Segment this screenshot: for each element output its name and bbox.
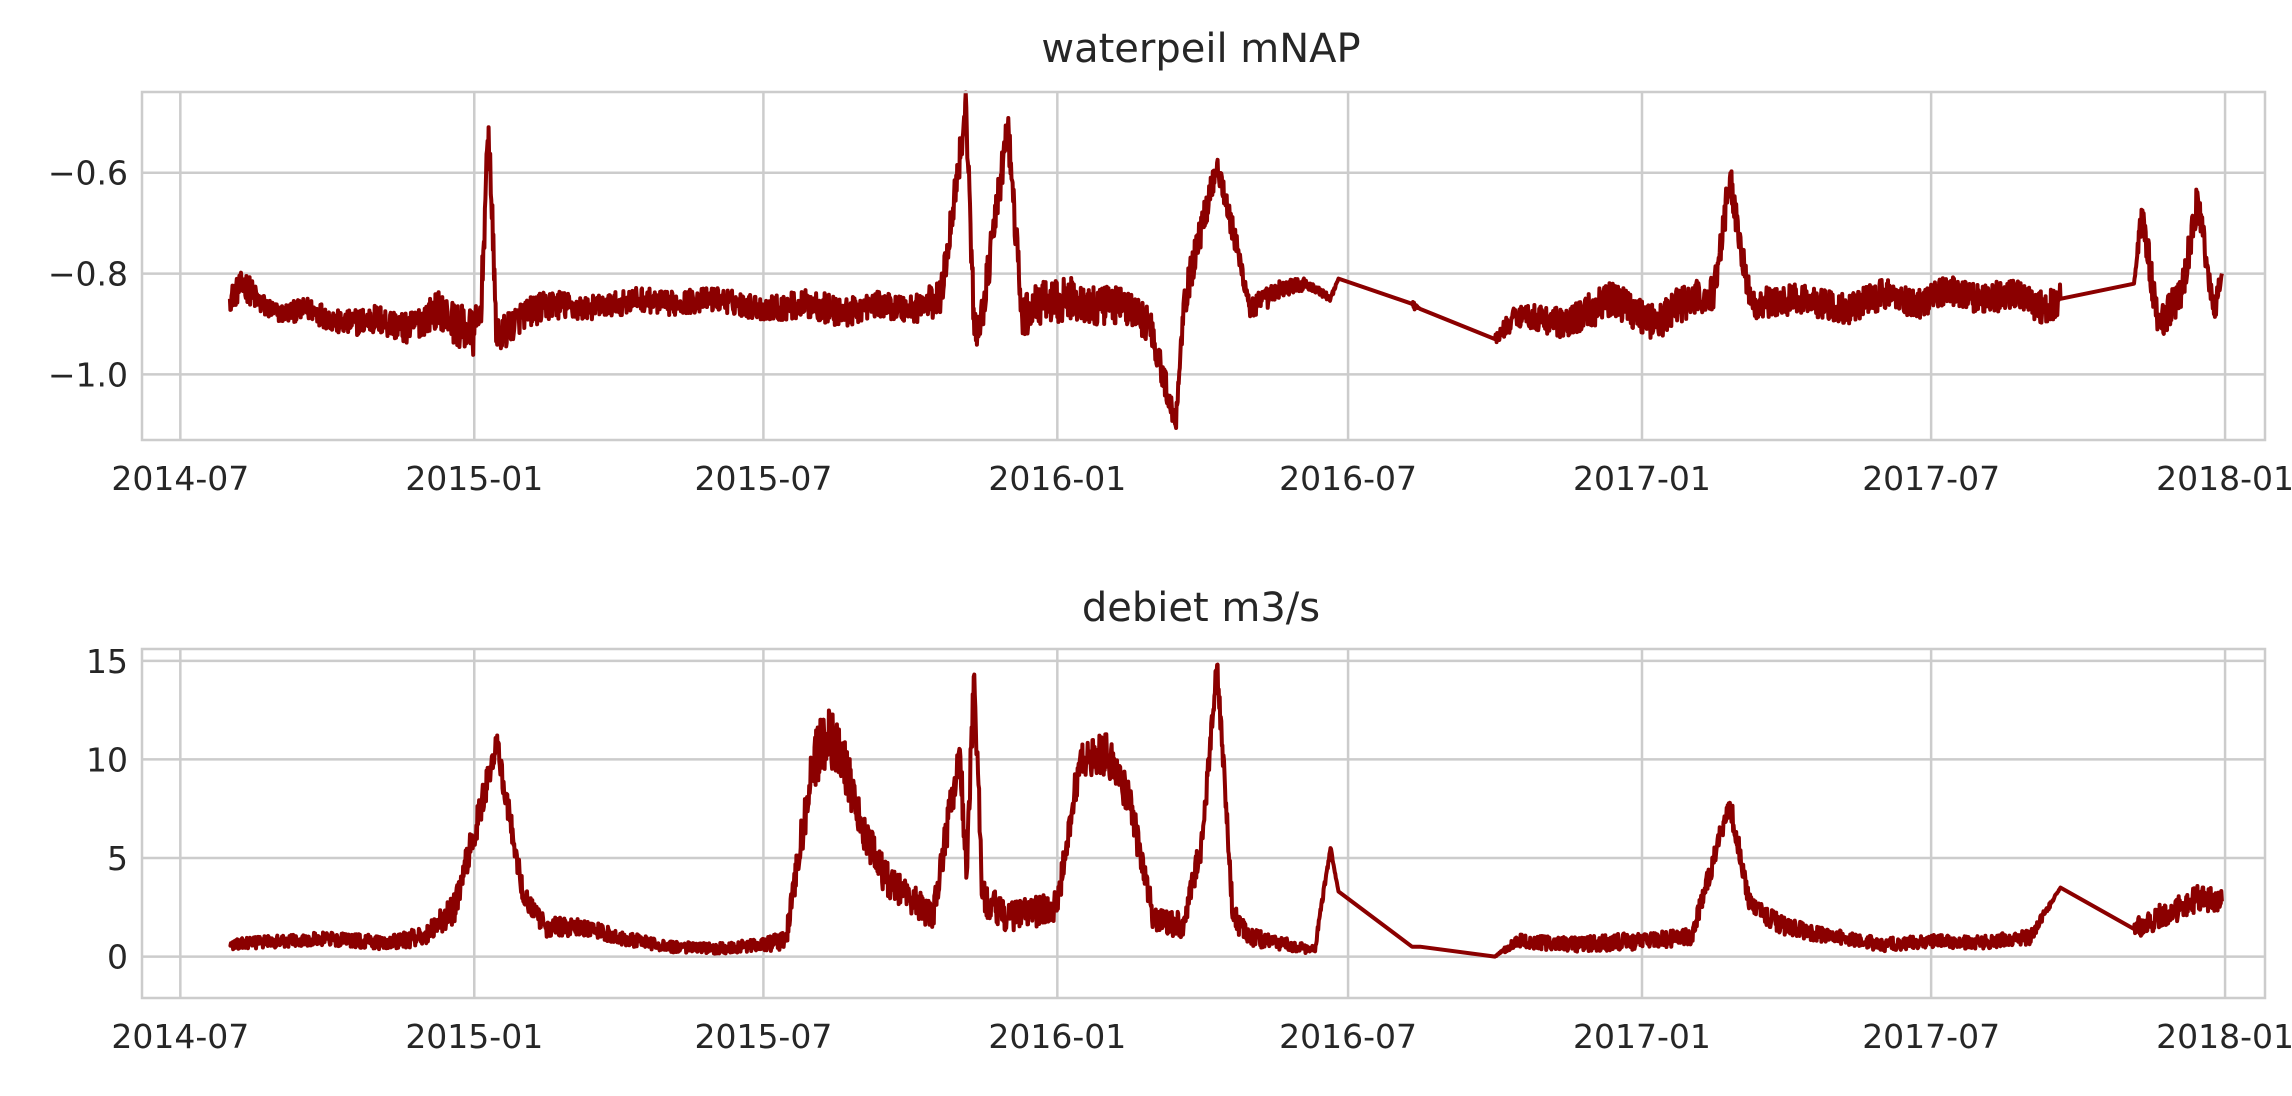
x-tick-label: 2015-01 [405, 1017, 543, 1056]
series-line [227, 90, 2224, 430]
x-tick-label: 2017-01 [1573, 459, 1711, 498]
x-tick-label: 2016-01 [988, 459, 1126, 498]
x-tick-label: 2017-01 [1573, 1017, 1711, 1056]
x-tick-label: 2017-07 [1862, 1017, 2000, 1056]
debiet-chart: debiet m3/s 2014-07 2015-01 2015-07 2016-01… [86, 585, 2292, 1056]
x-axis-ticks: 2014-07 2015-01 2015-07 2016-01 2016-07 2017-… [111, 1017, 2292, 1056]
plot-frame [140, 90, 2267, 442]
x-tick-label: 2016-01 [988, 1017, 1126, 1056]
y-axis-ticks: 0 5 10 15 [86, 642, 128, 977]
series-line [228, 662, 2224, 959]
x-tick-label: 2014-07 [111, 459, 249, 498]
x-tick-label: 2017-07 [1862, 459, 2000, 498]
waterpeil-chart: waterpeil mNAP 2014-07 2015-01 2015-07 2016… [48, 26, 2292, 498]
y-tick-label: −0.8 [48, 255, 128, 294]
x-tick-label: 2016-07 [1279, 459, 1417, 498]
y-tick-label: 10 [86, 740, 128, 779]
x-axis-ticks: 2014-07 2015-01 2015-07 2016-01 2016-07 2017-… [111, 459, 2292, 498]
data-line-layer [228, 662, 2224, 959]
chart-title: debiet m3/s [1082, 585, 1320, 631]
x-tick-label: 2018-01 [2156, 459, 2292, 498]
data-line-layer [227, 90, 2224, 430]
x-tick-label: 2014-07 [111, 1017, 249, 1056]
y-tick-label: 5 [107, 839, 128, 878]
y-tick-label: −1.0 [48, 355, 128, 394]
y-axis-ticks: −1.0 −0.8 −0.6 [48, 154, 128, 395]
x-tick-label: 2015-07 [694, 459, 832, 498]
grid [142, 649, 2265, 998]
y-tick-label: −0.6 [48, 154, 128, 193]
y-tick-label: 15 [86, 642, 128, 681]
plot-frame [140, 647, 2267, 1000]
chart-title: waterpeil mNAP [1041, 26, 1360, 72]
x-tick-label: 2015-01 [405, 459, 543, 498]
grid [142, 92, 2265, 440]
x-tick-label: 2018-01 [2156, 1017, 2292, 1056]
y-tick-label: 0 [107, 938, 128, 977]
x-tick-label: 2015-07 [694, 1017, 832, 1056]
x-tick-label: 2016-07 [1279, 1017, 1417, 1056]
